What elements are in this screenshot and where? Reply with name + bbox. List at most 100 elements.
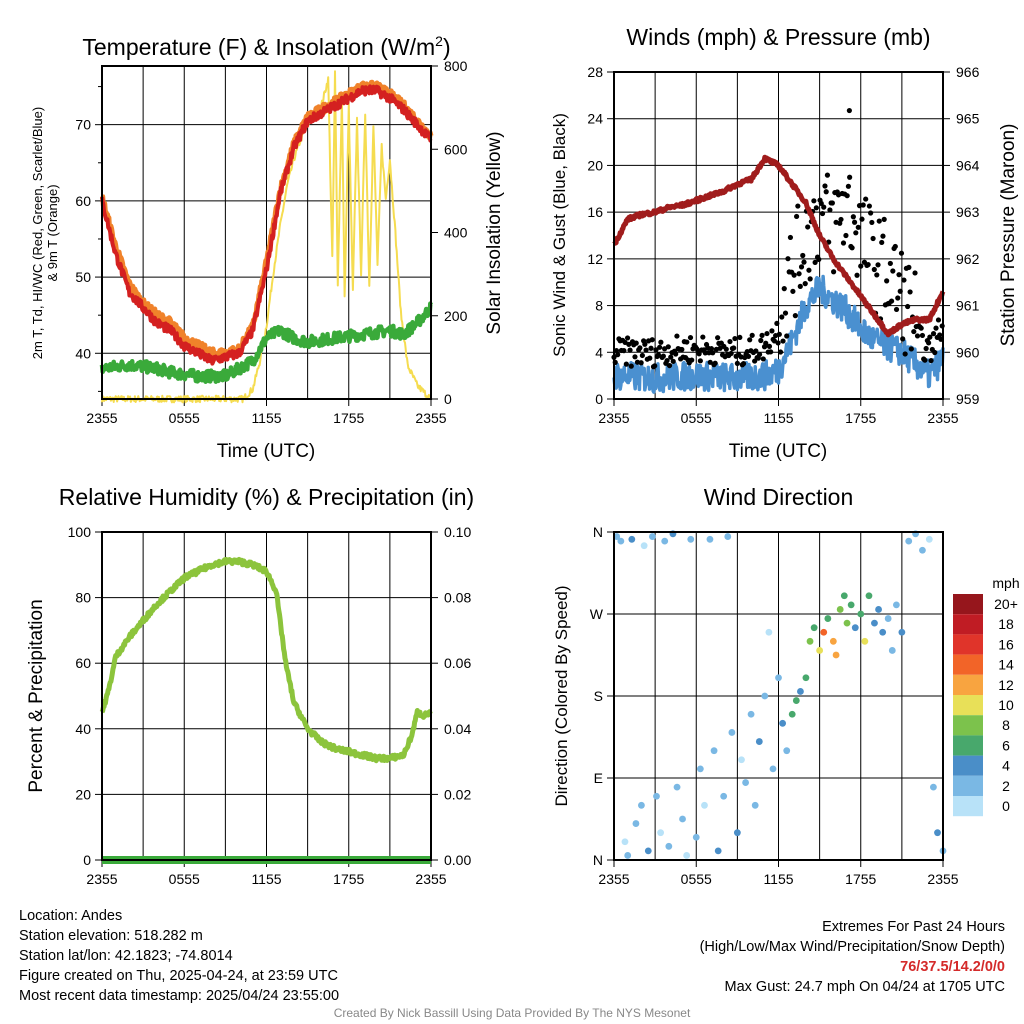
gust-point [745, 353, 752, 359]
direction-point [710, 747, 718, 755]
wind-y-right-label: Station Pressure (Maroon) [998, 124, 1019, 347]
gust-point [723, 346, 729, 352]
direction-point [679, 815, 686, 823]
gust-point [737, 334, 743, 341]
gust-point [807, 276, 813, 282]
rh-title: Relative Humidity (%) & Precipitation (i… [59, 484, 474, 510]
direction-point [621, 838, 629, 846]
gust-point [684, 339, 690, 345]
gust-point [855, 224, 861, 230]
y-right-tick-label: 963 [956, 204, 980, 220]
direction-point [733, 829, 741, 837]
speed-legend: mph 20+ 18 16 14 12 10 8 6 4 2 0 [953, 575, 1020, 817]
y-tick-label: 4 [595, 344, 603, 360]
gust-point [822, 183, 828, 189]
gust-point [706, 350, 712, 356]
gust-point [806, 267, 812, 273]
direction-point [875, 606, 882, 613]
wind-title: Winds (mph) & Pressure (mb) [626, 24, 930, 50]
gust-point [868, 210, 874, 216]
temp-y-label: 2m T, Td, HI/WC (Red, Green, Scarlet/Blu… [30, 107, 45, 359]
gust-point [926, 340, 932, 346]
x-tick-label: 1155 [763, 871, 793, 887]
gust-point [933, 325, 939, 331]
x-tick-label: 2355 [86, 871, 117, 887]
gust-point [875, 262, 881, 268]
direction-point [797, 688, 804, 695]
y-right-tick-label: 962 [956, 251, 980, 267]
figure-created: Figure created on Thu, 2025-04-24, at 23… [19, 968, 338, 984]
series-dewpoint [99, 301, 433, 384]
gust-point [887, 260, 893, 267]
direction-point [840, 592, 848, 600]
y-right-tick-label: 0.10 [444, 524, 471, 540]
gust-point [766, 343, 773, 349]
direction-point [761, 692, 769, 700]
direction-point [624, 852, 632, 859]
gust-point [859, 216, 865, 222]
gust-point [851, 219, 858, 225]
direction-point [638, 801, 645, 809]
gust-point [715, 335, 721, 341]
direction-point [775, 674, 782, 682]
gust-point [884, 278, 890, 284]
gust-point [892, 243, 898, 250]
legend-swatch [953, 594, 983, 615]
gust-point [853, 230, 859, 236]
legend-label: 8 [1002, 717, 1010, 733]
y-tick-label: 8 [595, 298, 603, 314]
direction-point [632, 820, 640, 827]
max-gust-point [846, 107, 852, 114]
direction-point [919, 546, 926, 554]
y-tick-label: 40 [75, 345, 91, 361]
direction-point [843, 619, 851, 627]
gust-point [665, 344, 671, 350]
direction-point [783, 747, 791, 755]
gust-point [866, 203, 872, 209]
gust-point [700, 334, 706, 340]
gust-point [895, 295, 901, 301]
direction-point [905, 537, 913, 545]
rh-y-label: Percent & Precipitation [26, 599, 47, 792]
direction-point [665, 842, 673, 850]
gust-point [791, 272, 797, 278]
gust-point [731, 345, 737, 351]
gust-point [805, 224, 811, 230]
gust-point [902, 351, 908, 357]
gust-point [777, 349, 784, 355]
series-sonic-wind [612, 274, 945, 394]
direction-point [683, 852, 691, 859]
gust-point [845, 183, 852, 189]
direction-point [687, 535, 695, 543]
rh-plot-frame [101, 531, 432, 861]
elevation: Station elevation: 518.282 m [19, 928, 203, 944]
gust-point [753, 348, 759, 354]
y-tick-label: 24 [587, 111, 603, 127]
station-info: Location: Andes Station elevation: 518.2… [19, 906, 339, 1006]
direction-point [692, 833, 700, 841]
gust-point [914, 333, 921, 339]
gust-point [876, 218, 882, 224]
temp-y-label-2: & 9m T (Orange) [45, 184, 60, 281]
gust-point [928, 357, 934, 364]
legend-swatch [953, 634, 983, 655]
legend-label: 16 [998, 636, 1014, 652]
x-tick-label: 2355 [415, 410, 446, 426]
direction-point [755, 738, 763, 745]
gust-point [679, 346, 685, 353]
dir-panel: N E S W N 2355 0555 1155 1755 2355 Wind Direction D… [552, 484, 959, 887]
x-tick-label: 1755 [333, 410, 364, 426]
y-tick-label: 40 [75, 721, 91, 737]
gust-point [740, 361, 747, 367]
direction-point [714, 847, 722, 855]
gust-point [918, 325, 924, 331]
y-tick-label: 80 [75, 590, 91, 606]
gust-point [860, 202, 866, 208]
gust-point [785, 256, 791, 262]
gust-point [890, 268, 896, 274]
gust-point [775, 340, 781, 346]
extremes-info: Extremes For Past 24 Hours (High/Low/Max… [700, 917, 1005, 997]
direction-point [925, 535, 933, 543]
gust-point [898, 250, 905, 256]
